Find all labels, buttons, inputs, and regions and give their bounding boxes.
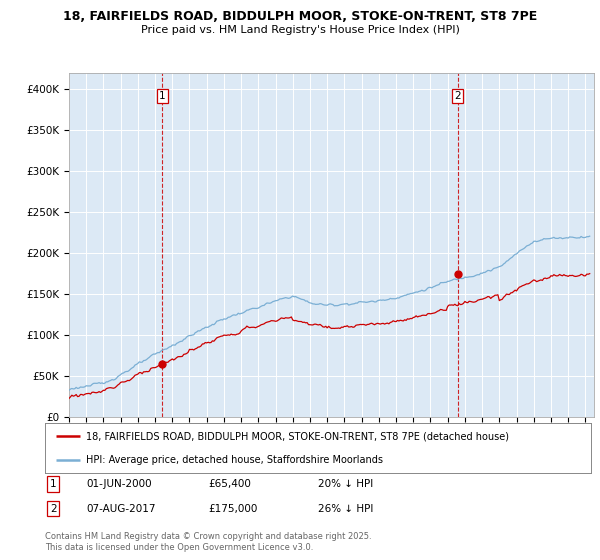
Text: Price paid vs. HM Land Registry's House Price Index (HPI): Price paid vs. HM Land Registry's House … [140, 25, 460, 35]
Text: 1: 1 [159, 91, 166, 101]
Text: 18, FAIRFIELDS ROAD, BIDDULPH MOOR, STOKE-ON-TRENT, ST8 7PE: 18, FAIRFIELDS ROAD, BIDDULPH MOOR, STOK… [63, 10, 537, 23]
Text: 2: 2 [50, 504, 56, 514]
Text: 07-AUG-2017: 07-AUG-2017 [86, 504, 155, 514]
Text: HPI: Average price, detached house, Staffordshire Moorlands: HPI: Average price, detached house, Staf… [86, 455, 383, 465]
Text: £175,000: £175,000 [209, 504, 258, 514]
Text: £65,400: £65,400 [209, 479, 251, 489]
Text: 01-JUN-2000: 01-JUN-2000 [86, 479, 152, 489]
Text: 1: 1 [50, 479, 56, 489]
Text: 18, FAIRFIELDS ROAD, BIDDULPH MOOR, STOKE-ON-TRENT, ST8 7PE (detached house): 18, FAIRFIELDS ROAD, BIDDULPH MOOR, STOK… [86, 431, 509, 441]
Text: 20% ↓ HPI: 20% ↓ HPI [318, 479, 373, 489]
Text: 26% ↓ HPI: 26% ↓ HPI [318, 504, 373, 514]
Text: Contains HM Land Registry data © Crown copyright and database right 2025.
This d: Contains HM Land Registry data © Crown c… [45, 532, 371, 552]
Text: 2: 2 [454, 91, 461, 101]
